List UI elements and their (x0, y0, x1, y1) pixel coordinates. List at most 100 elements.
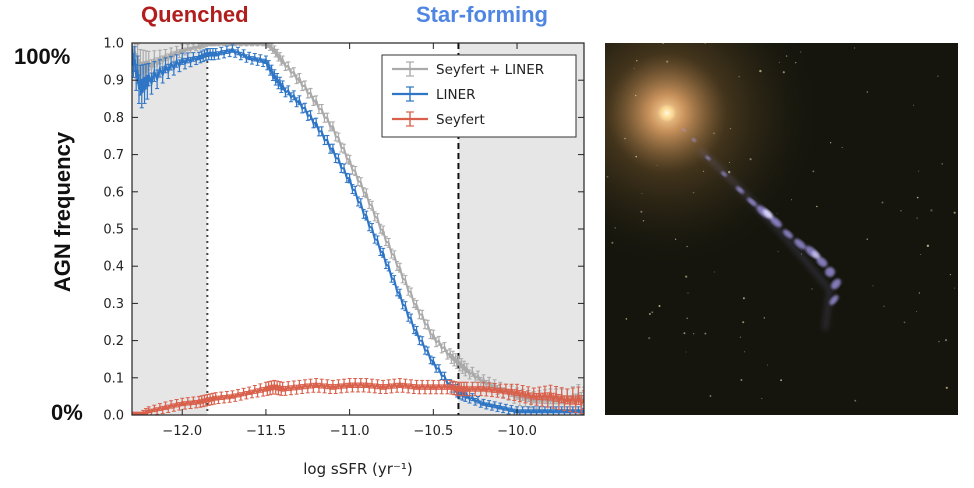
star (742, 297, 745, 300)
x-tick-label: −10.5 (413, 424, 453, 439)
star (794, 61, 797, 64)
data-point (230, 48, 235, 53)
data-point (264, 59, 268, 64)
star (916, 217, 918, 219)
star (651, 311, 654, 314)
data-point (138, 85, 143, 90)
star (938, 340, 940, 343)
star (742, 321, 745, 324)
series-line (132, 46, 584, 415)
data-point (448, 353, 452, 358)
data-point (264, 387, 268, 391)
star (778, 61, 781, 64)
x-tick-label: −10.0 (497, 424, 537, 439)
star (937, 75, 939, 77)
star (900, 209, 902, 212)
star (920, 254, 922, 255)
star (759, 69, 762, 73)
star (635, 155, 637, 158)
data-point (398, 383, 402, 388)
y-tick-label: 0.2 (103, 334, 124, 349)
star (606, 175, 609, 178)
data-point (381, 230, 385, 235)
star (658, 305, 661, 307)
data-point (414, 305, 419, 309)
y-tick-label: 0.1 (103, 371, 124, 386)
data-point (247, 56, 251, 60)
star (918, 170, 920, 172)
star (728, 170, 731, 174)
star (926, 244, 930, 247)
data-point (456, 361, 461, 365)
star (648, 336, 651, 340)
data-point (465, 387, 469, 391)
legend-label-seyfert: Seyfert (436, 112, 485, 128)
data-point (331, 149, 335, 153)
galaxy-core (658, 104, 676, 122)
data-point (205, 398, 210, 402)
y-tick-label: 0.3 (103, 297, 124, 312)
star (709, 395, 712, 397)
label-0-percent: 0% (51, 400, 83, 425)
jet (682, 128, 841, 331)
star (740, 379, 743, 381)
star (611, 241, 614, 244)
x-axis-title: log sSFR (yr⁻¹) (303, 460, 412, 478)
data-point (498, 405, 503, 410)
star (953, 211, 956, 214)
star (685, 351, 687, 353)
data-point (146, 409, 151, 414)
star (687, 292, 689, 294)
star (666, 60, 669, 63)
star (692, 191, 695, 194)
x-tick-label: −11.0 (330, 424, 370, 439)
background-stars (606, 43, 956, 402)
data-point (398, 268, 402, 272)
star (635, 94, 637, 97)
data-point (515, 390, 519, 395)
star (903, 321, 906, 324)
star (777, 251, 779, 253)
data-point (364, 383, 369, 388)
data-point (280, 59, 285, 64)
data-point (414, 385, 419, 389)
star (854, 399, 857, 402)
series-3 (132, 378, 584, 415)
star (945, 386, 948, 389)
star (883, 305, 885, 307)
data-point (548, 409, 553, 414)
data-point (431, 385, 436, 389)
star (640, 210, 643, 213)
star (767, 364, 768, 366)
star (816, 205, 818, 208)
data-point (272, 385, 277, 389)
axes: −12.0 −11.5 −11.0 −10.5 −10.0 0.0 0.1 0.2 0.3 0.4… (103, 37, 585, 439)
star (916, 311, 917, 312)
star (761, 397, 763, 400)
data-point (481, 387, 486, 391)
jet-knot (825, 267, 835, 277)
star (648, 312, 651, 316)
jet-knot (816, 257, 828, 267)
data-point (180, 48, 185, 53)
star (633, 67, 635, 69)
y-axis-title: AGN frequency (50, 131, 75, 292)
y-tick-label: 0.4 (103, 260, 124, 275)
star (683, 332, 686, 335)
star (728, 161, 731, 163)
data-point (197, 400, 201, 404)
galaxy-jet-image (605, 43, 958, 415)
star (693, 333, 695, 335)
data-point (280, 387, 285, 391)
star (800, 51, 802, 53)
data-point (247, 390, 251, 395)
data-point (314, 383, 318, 388)
star (625, 318, 628, 320)
series-2 (132, 43, 584, 415)
data-point (180, 402, 185, 406)
data-point (331, 126, 335, 131)
star (790, 199, 792, 201)
data-point (431, 335, 436, 339)
data-point (213, 52, 218, 56)
y-tick-label: 0.8 (103, 111, 124, 126)
